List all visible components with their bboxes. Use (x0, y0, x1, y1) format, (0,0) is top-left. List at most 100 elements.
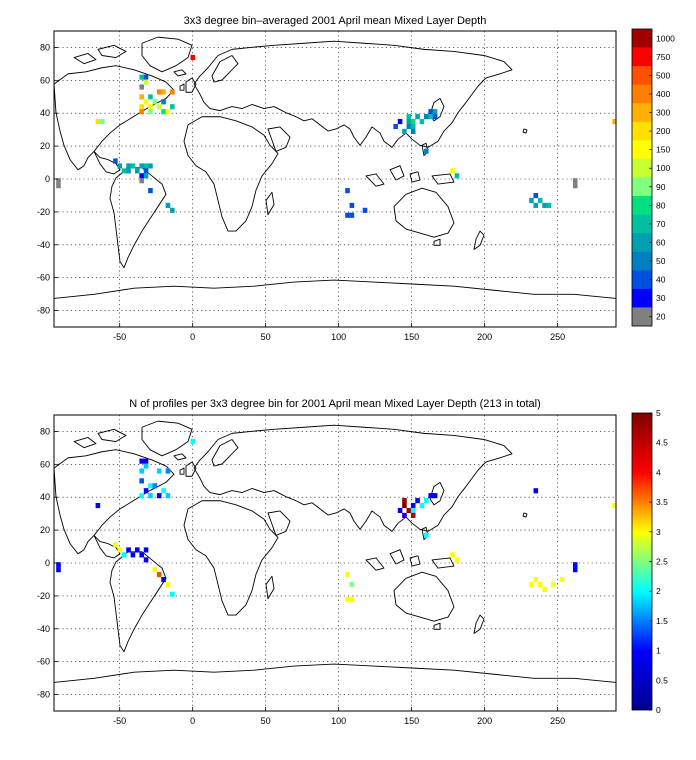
bottom-colorbar-label-10: 0 (656, 705, 661, 715)
bottom-bin-30 (170, 591, 175, 597)
top-ytick-label-8: -80 (37, 306, 50, 316)
top-bin-43 (432, 109, 438, 115)
bottom-bin-25 (143, 557, 149, 563)
bottom-bin-26 (152, 567, 158, 573)
bottom-bin-6 (165, 468, 171, 474)
top-ytick-label-6: -40 (37, 240, 50, 250)
bottom-bin-12 (139, 493, 144, 499)
top-bin-73 (572, 183, 578, 189)
top-colorbar-label-2: 500 (656, 70, 670, 80)
top-bin-23 (113, 158, 118, 164)
top-colorbar-label-6: 150 (656, 145, 670, 155)
top-colorbar-swatch-1 (632, 47, 652, 67)
top-colorbar-swatch-10 (632, 214, 652, 234)
top-bin-34 (139, 173, 144, 179)
top-bin-54 (406, 123, 412, 130)
bottom-bin-19 (126, 547, 131, 553)
top-bin-35 (143, 173, 149, 179)
bottom-bin-59 (572, 562, 578, 568)
bottom-bin-55 (537, 581, 543, 588)
bottom-bin-9 (152, 483, 158, 489)
bottom-xtick-label-0: -50 (113, 716, 126, 726)
bottom-bin-2 (143, 458, 149, 464)
top-colorbar-label-12: 50 (656, 256, 666, 266)
top-bin-6 (161, 89, 166, 95)
bottom-bin-18 (117, 547, 123, 553)
bottom-bin-57 (551, 581, 556, 588)
top-colorbar-label-13: 40 (656, 275, 666, 285)
bottom-ytick-label-1: 60 (40, 459, 50, 469)
top-bin-61 (345, 188, 350, 194)
top-bin-25 (126, 163, 131, 169)
top-colorbar-swatch-13 (632, 270, 652, 290)
top-bin-17 (139, 109, 144, 115)
bottom-colorbar-label-8: 1 (656, 646, 661, 656)
top-ytick-label-7: -60 (37, 273, 50, 283)
bottom-bin-27 (156, 572, 162, 578)
bottom-xtick-label-3: 100 (331, 716, 346, 726)
top-bin-69 (533, 202, 539, 208)
top-colorbar-label-11: 60 (656, 237, 666, 247)
top-bin-40 (56, 178, 61, 184)
top-bin-44 (406, 114, 412, 120)
top-colorbar-swatch-3 (632, 84, 652, 104)
top-colorbar-swatch-6 (632, 140, 652, 160)
bottom-bin-61 (533, 488, 539, 494)
bottom-bin-50 (349, 581, 355, 588)
bottom-panel: N of profiles per 3x3 degree bin for 200… (37, 398, 668, 726)
bottom-ytick-label-3: 20 (40, 525, 50, 535)
top-colorbar-swatch-8 (632, 177, 652, 197)
top-bin-26 (130, 163, 136, 169)
bottom-bin-56 (542, 586, 547, 592)
top-bin-1 (139, 74, 144, 80)
top-bin-37 (148, 188, 153, 194)
top-bin-10 (143, 99, 149, 105)
top-bin-74 (612, 118, 616, 125)
bottom-bin-15 (165, 493, 171, 499)
bottom-bin-4 (139, 468, 144, 474)
bottom-colorbar-label-0: 5 (656, 408, 661, 418)
top-ytick-label-0: 80 (40, 42, 50, 52)
top-bin-47 (428, 114, 434, 120)
top-bin-36 (139, 178, 144, 184)
top-bin-42 (428, 109, 434, 115)
bottom-bin-11 (161, 488, 166, 494)
top-bin-72 (572, 178, 578, 184)
top-bin-66 (533, 192, 539, 199)
bottom-bin-43 (410, 507, 416, 514)
top-colorbar-frame (631, 28, 653, 327)
bottom-bin-7 (139, 478, 144, 484)
top-bin-27 (139, 163, 144, 169)
top-bin-41 (56, 183, 61, 189)
bottom-bin-31 (56, 562, 61, 568)
top-xtick-label-1: 0 (190, 332, 195, 342)
top-bin-68 (537, 197, 543, 204)
top-colorbar-swatch-2 (632, 66, 652, 85)
bottom-bin-41 (397, 507, 403, 514)
top-colorbar-label-5: 200 (656, 126, 670, 136)
bottom-bin-37 (424, 498, 429, 504)
bottom-bin-35 (402, 498, 407, 504)
bottom-ytick-label-6: -40 (37, 624, 50, 634)
bottom-bin-28 (161, 576, 166, 583)
top-bin-60 (454, 173, 460, 179)
top-colorbar-label-7: 100 (656, 163, 670, 173)
bottom-colorbar-label-1: 4.5 (656, 438, 668, 448)
top-colorbar-swatch-0 (632, 29, 652, 48)
top-bin-24 (117, 163, 123, 169)
top-ytick-label-4: 0 (45, 174, 50, 184)
top-bin-48 (432, 114, 438, 120)
bottom-bin-3 (143, 463, 149, 469)
bottom-ytick-label-2: 40 (40, 492, 50, 502)
top-bin-59 (450, 168, 455, 174)
top-bin-38 (165, 202, 171, 208)
top-bin-50 (406, 118, 412, 125)
bottom-bin-1 (139, 458, 144, 464)
top-colorbar: 1000 750 500 400 300 200 150 100 90 80 70 60 50 40 30 2… (631, 28, 675, 327)
top-bin-5 (156, 89, 162, 95)
top-bin-39 (170, 207, 175, 213)
top-colorbar-label-0: 1000 (656, 33, 675, 43)
